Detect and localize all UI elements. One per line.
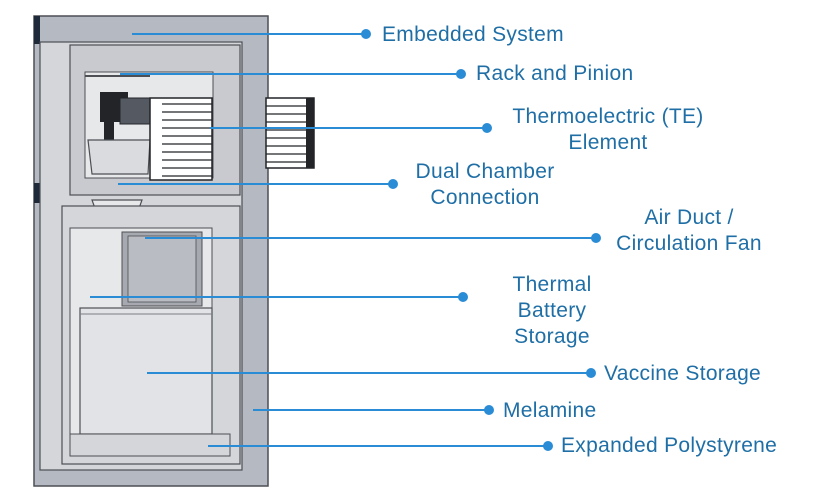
label-te-element: Thermoelectric (TE) Element xyxy=(502,104,714,156)
label-te-element-line2: Element xyxy=(568,131,648,154)
te-outer-fins xyxy=(266,105,310,163)
label-rack-and-pinion: Rack and Pinion xyxy=(476,61,633,87)
vaccine-storage-box xyxy=(79,307,213,435)
dual-chamber-funnel-top xyxy=(87,139,151,175)
label-expanded-polystyrene: Expanded Polystyrene xyxy=(561,433,777,459)
label-expanded-polystyrene-text: Expanded Polystyrene xyxy=(561,434,778,457)
label-thermal-battery-line3: Storage xyxy=(514,325,590,348)
label-air-duct-line1: Air Duct / xyxy=(644,206,734,229)
label-thermal-battery: Thermal Battery Storage xyxy=(492,272,612,350)
label-dual-chamber-line1: Dual Chamber xyxy=(415,160,555,183)
circulation-fan xyxy=(127,235,197,303)
motor-body xyxy=(119,97,153,125)
label-melamine-text: Melamine xyxy=(503,399,597,422)
te-fin-backplate xyxy=(306,98,314,168)
label-thermal-battery-line2: Battery xyxy=(517,299,587,322)
label-thermal-battery-line1: Thermal xyxy=(512,273,592,296)
label-embedded-system: Embedded System xyxy=(382,22,564,48)
bottom-inner-wall xyxy=(69,433,231,457)
callout-lines xyxy=(90,29,601,451)
label-te-element-line1: Thermoelectric (TE) xyxy=(512,105,704,128)
label-rack-and-pinion-text: Rack and Pinion xyxy=(476,62,634,85)
left-edge-accent-top xyxy=(34,16,40,44)
left-edge-accent-mid xyxy=(34,183,40,203)
label-melamine: Melamine xyxy=(503,398,596,424)
label-vaccine-storage-text: Vaccine Storage xyxy=(604,362,762,385)
te-inner-fins xyxy=(162,103,212,177)
label-dual-chamber-line2: Connection xyxy=(430,186,540,209)
label-embedded-system-text: Embedded System xyxy=(382,23,564,46)
label-vaccine-storage: Vaccine Storage xyxy=(604,361,761,387)
label-air-duct: Air Duct / Circulation Fan xyxy=(604,205,774,257)
label-air-duct-line2: Circulation Fan xyxy=(616,232,762,255)
label-dual-chamber: Dual Chamber Connection xyxy=(405,159,565,211)
drive-shaft xyxy=(104,122,114,140)
